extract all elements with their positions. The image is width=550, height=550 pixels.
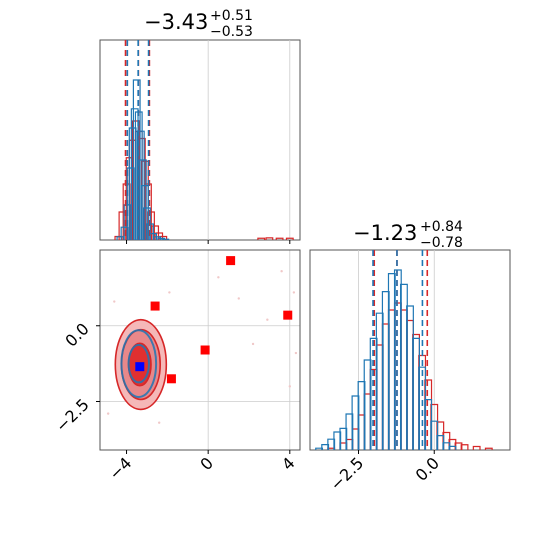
histogram-param2-bins — [315, 269, 493, 450]
hist1-red-bin — [285, 237, 294, 240]
hist1-blue-bin — [138, 159, 147, 240]
histogram-param1-grid — [207, 40, 291, 240]
blue-square-marker — [135, 362, 145, 372]
scatter-contour-panel — [99, 249, 301, 451]
hist2-blue-bin — [345, 413, 354, 450]
red-square-marker — [226, 256, 236, 266]
blue-contours — [120, 329, 158, 398]
hist1-red-bin — [265, 237, 274, 240]
hist2-blue-bin — [363, 359, 372, 450]
hist2-blue-bin — [424, 399, 433, 450]
red-square-marker — [150, 301, 160, 311]
hist2-red-bin — [460, 444, 469, 450]
hist2-xtick-label: 0.0 — [412, 453, 443, 484]
hist2-blue-bin — [369, 337, 378, 450]
red-square-marker — [200, 345, 210, 355]
hist2-red-bin — [484, 447, 493, 450]
param2-title-lower-error: −0.78 — [420, 235, 463, 251]
faint-sample-point — [251, 342, 255, 346]
faint-sample-point — [237, 297, 240, 300]
faint-sample-point — [113, 300, 116, 303]
histogram-panel-param2 — [309, 249, 511, 451]
hist1-red-bin — [257, 237, 266, 240]
scatter-ytick-label: 0.0 — [61, 319, 92, 350]
scatter-xtick-label: 4 — [278, 453, 299, 474]
axis-ticks: −4 0 4 −2.5 0.0 −2.5 0.0 — [52, 240, 443, 494]
scatter-panel-frame — [99, 249, 301, 451]
blue-contour — [120, 329, 158, 398]
hist2-blue-bin — [315, 447, 324, 450]
blue-contour — [127, 343, 150, 384]
hist2-blue-bin — [381, 291, 390, 450]
hist2-blue-bin — [339, 427, 348, 450]
hist2-blue-bin — [448, 445, 457, 450]
param1-title-upper-error: +0.51 — [210, 8, 253, 24]
histogram-param1-bins — [114, 79, 294, 240]
faint-sample-point — [292, 291, 296, 294]
param1-title-value: −3.43 — [144, 10, 208, 34]
scatter-markers — [135, 256, 293, 384]
faint-sample-point — [288, 385, 291, 388]
param2-title-upper-error: +0.84 — [420, 219, 463, 235]
hist2-blue-bin — [327, 438, 336, 450]
hist2-blue-bin — [375, 312, 384, 450]
faint-sample-point — [217, 276, 220, 279]
hist1-blue-bin — [161, 238, 170, 240]
histogram-param1-quantile-lines — [124, 40, 151, 240]
histogram-param2-frame — [309, 249, 511, 451]
histogram-param1-frame — [99, 39, 301, 241]
faint-sample-point — [106, 412, 110, 415]
histogram-panel-param1 — [99, 39, 301, 241]
hist2-blue-bin — [393, 269, 402, 450]
faint-sample-point — [168, 291, 171, 294]
red-square-marker — [283, 310, 293, 320]
hist2-red-bin — [448, 438, 457, 450]
hist2-xtick-label: −2.5 — [326, 453, 367, 494]
faint-sample-point — [266, 318, 269, 321]
hist2-blue-bin — [321, 444, 330, 450]
histogram-param2-quantile-lines — [372, 250, 429, 450]
hist2-blue-bin — [400, 283, 408, 450]
red-square-marker — [166, 374, 176, 384]
faint-sample-point — [280, 270, 283, 273]
hist2-red-bin — [442, 431, 451, 450]
scatter-xtick-label: 0 — [196, 453, 217, 474]
hist2-blue-bin — [406, 305, 414, 450]
scatter-faint-samples — [106, 270, 298, 424]
hist2-blue-bin — [387, 273, 396, 450]
hist2-blue-bin — [418, 366, 427, 450]
param2-title-value: −1.23 — [353, 221, 417, 245]
scatter-xtick-label: −4 — [105, 453, 135, 483]
hist2-blue-bin — [351, 395, 360, 450]
param1-title-lower-error: −0.53 — [210, 24, 253, 40]
hist2-blue-bin — [333, 431, 342, 450]
hist1-red-bin — [275, 237, 284, 240]
faint-sample-point — [157, 421, 161, 424]
hist2-red-bin — [472, 445, 481, 450]
hist2-blue-bin — [412, 337, 420, 450]
faint-sample-point — [294, 351, 298, 355]
scatter-ytick-label: −2.5 — [52, 395, 93, 436]
hist2-blue-bin — [357, 381, 366, 450]
